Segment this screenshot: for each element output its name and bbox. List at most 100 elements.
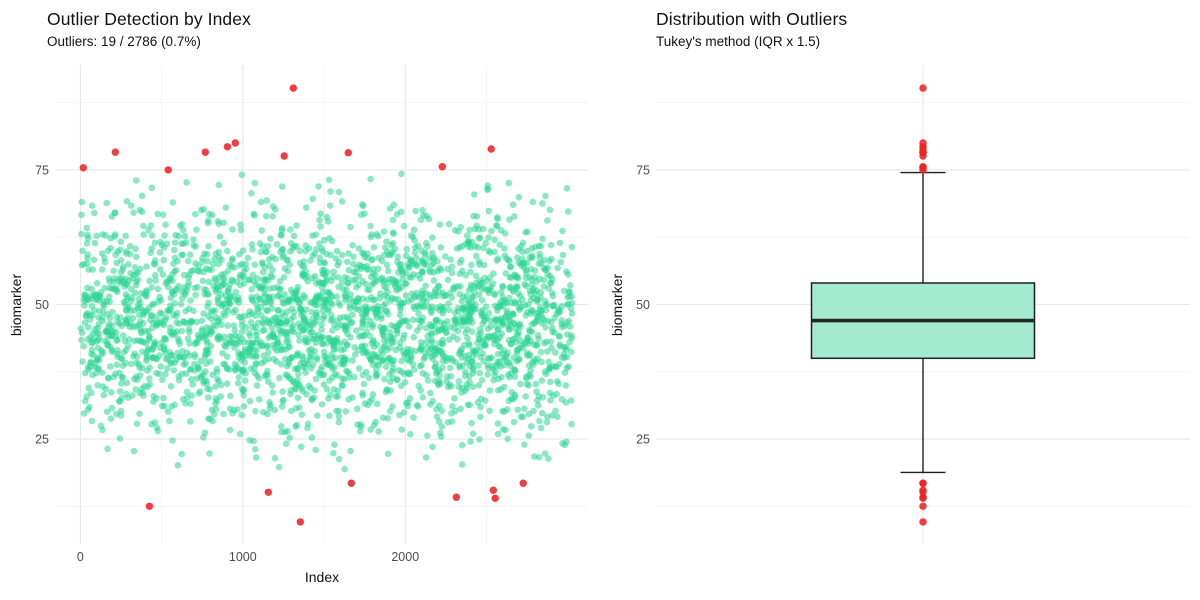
scatter-point: [491, 290, 498, 297]
scatter-point: [555, 380, 562, 388]
left-x-tick-label: 0: [77, 550, 84, 564]
scatter-point: [127, 202, 135, 209]
scatter-point: [546, 365, 553, 372]
scatter-point: [152, 277, 159, 284]
scatter-point: [419, 370, 427, 377]
left-x-tick-label: 2000: [391, 550, 419, 564]
scatter-point: [277, 248, 284, 256]
scatter-point: [387, 378, 394, 386]
scatter-point: [205, 243, 212, 250]
scatter-point: [238, 411, 246, 419]
scatter-point: [412, 207, 420, 215]
scatter-point: [102, 232, 109, 239]
scatter-point: [355, 245, 363, 252]
scatter-point: [519, 413, 527, 421]
scatter-point: [525, 432, 532, 439]
scatter-point: [196, 388, 204, 396]
scatter-point: [389, 360, 396, 368]
scatter-point: [226, 294, 233, 302]
scatter-point: [312, 446, 320, 454]
scatter-point: [433, 405, 440, 413]
scatter-point: [491, 248, 498, 256]
scatter-point: [514, 273, 521, 280]
scatter-point: [522, 269, 530, 277]
scatter-point: [323, 386, 331, 393]
scatter-point: [384, 450, 392, 458]
scatter-point: [296, 247, 304, 255]
scatter-point: [360, 312, 367, 320]
scatter-point: [302, 339, 310, 346]
scatter-point: [508, 389, 516, 396]
scatter-point: [454, 327, 462, 335]
scatter-point: [256, 341, 264, 349]
scatter-point: [373, 400, 381, 408]
scatter-point: [418, 361, 425, 369]
scatter-point: [491, 302, 499, 310]
scatter-point: [427, 389, 434, 397]
scatter-point: [215, 220, 223, 228]
scatter-point: [460, 293, 467, 301]
scatter-point: [305, 245, 313, 252]
scatter-point: [211, 307, 219, 314]
scatter-point: [351, 351, 359, 358]
scatter-point: [255, 396, 263, 403]
scatter-point: [119, 362, 127, 370]
scatter-point: [469, 383, 477, 391]
scatter-point: [93, 280, 101, 287]
scatter-point: [521, 405, 528, 413]
scatter-point: [232, 332, 239, 339]
scatter-point: [216, 254, 223, 261]
scatter-point: [157, 363, 165, 370]
scatter-point: [100, 391, 108, 399]
scatter-point: [147, 312, 155, 319]
scatter-point: [477, 413, 484, 421]
scatter-point: [125, 261, 132, 268]
scatter-point: [330, 386, 338, 393]
boxplot-outlier-point: [919, 494, 927, 502]
scatter-point: [268, 382, 276, 389]
scatter-point: [281, 355, 289, 363]
scatter-point: [129, 314, 137, 322]
scatter-point: [465, 243, 472, 250]
scatter-point: [224, 247, 231, 255]
scatter-point: [358, 343, 366, 351]
scatter-point: [194, 364, 202, 372]
scatter-point: [251, 179, 259, 187]
scatter-point: [390, 230, 398, 237]
scatter-point: [429, 443, 436, 451]
scatter-point: [251, 446, 259, 453]
scatter-point: [417, 387, 425, 394]
scatter-point: [271, 406, 279, 414]
scatter-point: [414, 403, 422, 410]
scatter-point: [280, 396, 287, 404]
scatter-point: [558, 302, 566, 310]
scatter-point: [275, 306, 282, 314]
scatter-point: [528, 423, 535, 430]
outlier-point: [296, 518, 304, 526]
scatter-point: [384, 294, 391, 301]
scatter-point: [367, 426, 375, 433]
scatter-point: [149, 354, 156, 362]
scatter-point: [170, 311, 177, 319]
scatter-point: [202, 286, 210, 294]
scatter-point: [138, 328, 145, 335]
scatter-point: [149, 346, 157, 353]
scatter-point: [169, 288, 176, 295]
scatter-point: [259, 319, 266, 326]
scatter-point: [248, 286, 255, 293]
scatter-point: [351, 373, 358, 381]
scatter-point: [147, 316, 154, 324]
scatter-point: [113, 313, 121, 321]
scatter-point: [267, 272, 275, 279]
scatter-point: [126, 323, 134, 331]
scatter-point: [401, 379, 409, 386]
scatter-point: [199, 277, 207, 285]
scatter-point: [84, 296, 92, 304]
scatter-point: [566, 338, 573, 346]
scatter-point: [455, 350, 463, 358]
scatter-point: [358, 262, 365, 270]
scatter-point: [364, 250, 371, 257]
scatter-point: [349, 311, 356, 319]
scatter-point: [179, 395, 187, 403]
scatter-point: [341, 356, 348, 364]
